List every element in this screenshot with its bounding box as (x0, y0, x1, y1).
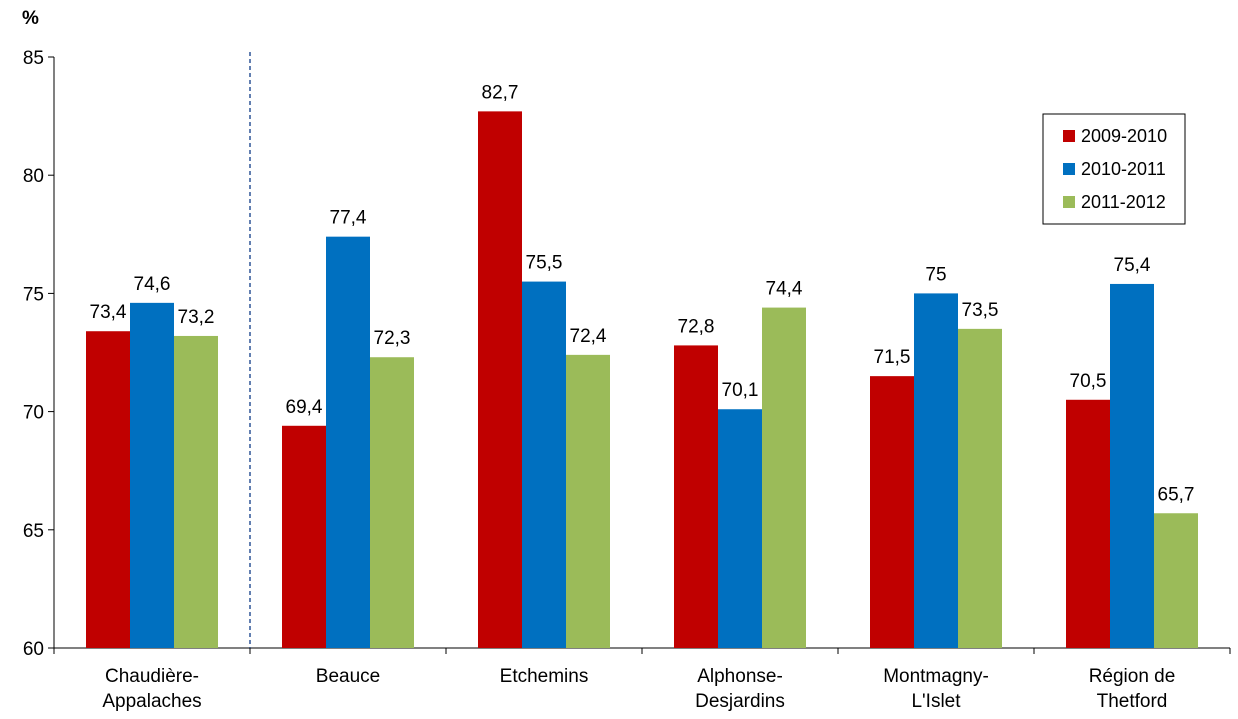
category-label: Région de (1089, 666, 1176, 687)
category-label: Etchemins (500, 666, 589, 687)
bar (870, 376, 914, 648)
x-axis (53, 647, 1231, 654)
bar (1066, 399, 1110, 648)
y-tick-label: 60 (23, 639, 44, 660)
bar (282, 425, 326, 648)
data-label: 74,4 (766, 279, 803, 300)
category-label: Alphonse- (697, 666, 783, 687)
bar (370, 357, 414, 648)
category-label: Chaudière- (105, 666, 199, 687)
category-label: L'Islet (911, 691, 961, 712)
legend: 2009-2010 2010-2011 2011-2012 (1042, 113, 1186, 225)
y-tick-label: 75 (23, 284, 44, 305)
data-label: 82,7 (482, 82, 519, 103)
bar (914, 293, 958, 648)
data-label: 73,2 (178, 307, 215, 328)
bar (478, 111, 522, 648)
category-label: Appalaches (102, 691, 201, 712)
bar (130, 302, 174, 648)
bar (522, 281, 566, 648)
data-label: 69,4 (286, 397, 323, 418)
y-tick-label: 85 (23, 48, 44, 69)
data-label: 72,8 (678, 316, 715, 337)
data-label: 73,5 (962, 300, 999, 321)
data-label: 75,5 (526, 253, 563, 274)
bar (1110, 283, 1154, 648)
bar (86, 331, 130, 648)
legend-swatch (1063, 196, 1075, 208)
category-label: Beauce (316, 666, 380, 687)
data-label: 77,4 (330, 208, 367, 229)
bar (326, 236, 370, 648)
bar (762, 307, 806, 648)
data-labels: 73,4 74,6 73,2 69,4 77,4 72,3 82,7 75,5 72,4 72,8… (90, 82, 1195, 505)
bar (566, 354, 610, 648)
y-tick-label: 80 (23, 166, 44, 187)
category-label: Desjardins (695, 691, 785, 712)
bar (958, 328, 1002, 648)
y-tick-label: 70 (23, 403, 44, 424)
y-tick-label: 65 (23, 521, 44, 542)
data-label: 70,1 (722, 380, 759, 401)
y-axis-unit-label: % (22, 8, 39, 29)
bar (174, 335, 218, 648)
legend-label: 2010-2011 (1081, 159, 1166, 179)
category-labels: Chaudière- Appalaches Beauce Etchemins Alpho… (102, 666, 1175, 712)
data-label: 70,5 (1070, 371, 1107, 392)
category-label: Montmagny- (883, 666, 989, 687)
data-label: 75 (925, 264, 946, 285)
y-axis: 60 65 70 75 80 85 (23, 48, 55, 660)
data-label: 72,3 (374, 328, 411, 349)
data-label: 75,4 (1114, 255, 1151, 276)
legend-label: 2011-2012 (1081, 192, 1166, 212)
legend-swatch (1063, 163, 1075, 175)
data-label: 74,6 (134, 274, 171, 295)
bar (718, 409, 762, 648)
data-label: 65,7 (1158, 484, 1195, 505)
bar (674, 345, 718, 648)
category-label: Thetford (1097, 691, 1168, 712)
data-label: 73,4 (90, 302, 127, 323)
legend-label: 2009-2010 (1081, 126, 1167, 146)
bars (86, 111, 1198, 648)
data-label: 72,4 (570, 326, 607, 347)
data-label: 71,5 (874, 347, 911, 368)
bar (1154, 513, 1198, 648)
legend-swatch (1063, 130, 1075, 142)
